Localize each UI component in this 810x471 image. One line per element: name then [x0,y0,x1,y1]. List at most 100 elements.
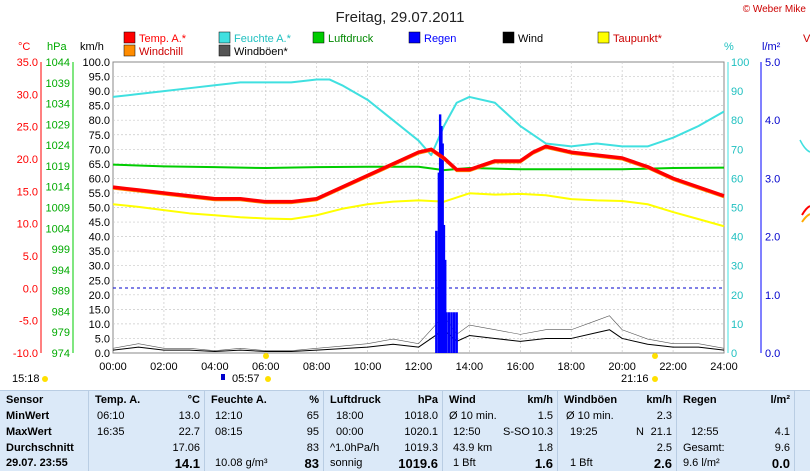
wind-bft: 1 Bft [453,457,476,469]
row-label-current: 29.07. 23:55 [6,457,68,469]
pressure-tick-label: 1034 [46,99,70,111]
legend-swatch-windchill [123,44,136,57]
wind-tick-label: 30.0 [89,261,110,273]
wind-max: 10.3 [531,426,553,438]
temp-tick-label: 30.0 [17,89,38,101]
rain-bar [447,312,451,353]
legend-swatch-gusts [218,44,231,57]
edge-partial-curve-3 [801,213,810,223]
legend-label-humidity: Feuchte A.* [234,33,292,45]
row-label-max: MaxWert [6,426,52,438]
edge-partial-curve [799,139,810,153]
gusts-current: 2.6 [653,456,672,471]
x-tick-label: 12:00 [405,361,433,373]
humidity-tick-label: 60 [731,173,743,185]
gusts-bft: 1 Bft [570,457,593,469]
x-tick-label: 18:00 [557,361,585,373]
temp-min: 13.0 [178,410,200,422]
pressure-min: 1018.0 [404,410,438,422]
rain-total: 9.6 [774,442,790,454]
pressure-current: 1019.6 [398,456,438,471]
rain-axis-unit: l/m² [762,41,781,53]
left-time-label: 15:18 [12,373,40,385]
weather-chart: Freitag, 29.07.2011 © Weber Mike Temp. A… [12,4,810,385]
humidity-tick-label: 50 [731,203,743,215]
rain-bar [455,312,458,353]
legend: Temp. A.* Feuchte A.* Luftdruck Regen Wi… [123,31,663,58]
pressure-tick-label: 1014 [46,182,70,194]
legend-swatch-pressure [312,31,325,44]
legend-swatch-wind [502,31,515,44]
series-line-wind [112,329,725,353]
x-tick-label: 08:00 [303,361,331,373]
wind-tick-label: 85.0 [89,101,110,113]
wind-min: 1.5 [537,410,553,422]
wind-tick-label: 40.0 [89,232,110,244]
pressure-unit: hPa [417,394,438,406]
wind-max-time: 12:50 [453,426,481,438]
series-layer [112,78,725,354]
edge-partial-curve-2 [801,205,810,216]
legend-label-temp: Temp. A.* [139,33,187,45]
humidity-max-time: 08:15 [215,426,243,438]
temp-unit: °C [187,394,200,406]
legend-label-rain: Regen [424,33,456,45]
temp-tick-label: -5.0 [19,316,38,328]
temp-tick-label: 20.0 [17,154,38,166]
pressure-tick-label: 999 [52,244,70,256]
wind-tick-label: 70.0 [89,144,110,156]
humidity-tick-label: 30 [731,261,743,273]
edge-partial-label: V [803,33,810,45]
humidity-tick-label: 0 [731,348,737,360]
rain-max: 4.1 [774,426,790,438]
temp-tick-label: 10.0 [17,219,38,231]
pressure-tick-label: 1004 [46,223,70,235]
rain-tick-label: 1.0 [765,290,780,302]
rain-tick-label: 3.0 [765,173,780,185]
pressure-tick-label: 984 [52,306,70,318]
sunrise-sun-icon [265,376,271,382]
left-sun-icon [42,376,48,382]
wind-tick-label: 95.0 [89,72,110,84]
stats-col-gusts: Windböen km/h Ø 10 min. 2.3 19:25 N 21.1… [558,391,677,471]
rain-max-time: 12:55 [691,426,719,438]
temp-tick-label: -10.0 [13,348,38,360]
temp-current: 14.1 [174,456,200,471]
humidity-tick-label: 90 [731,86,743,98]
x-tick-label: 14:00 [456,361,484,373]
pressure-min-time: 18:00 [336,410,364,422]
rain-tick-label: 5.0 [765,57,780,69]
x-tick-label: 10:00 [354,361,382,373]
row-label-avg: Durchschnitt [6,442,74,454]
wind-tick-label: 5.0 [95,333,110,345]
wind-avg: 1.8 [537,442,553,454]
humidity-tick-label: 20 [731,290,743,302]
pressure-axis-unit: hPa [47,41,67,53]
wind-unit: km/h [527,394,553,406]
pressure-tick-label: 979 [52,327,70,339]
legend-label-windchill: Windchill [139,46,183,58]
sunrise-icon [221,374,225,380]
pressure-tick-label: 1039 [46,78,70,90]
rain-bar [444,259,447,353]
temp-tick-label: 15.0 [17,186,38,198]
stats-col-rain: Regen l/m² 12:55 4.1 Gesamt: 9.6 9.6 l/m… [677,391,795,471]
rain-total-label: Gesamt: [683,442,725,454]
pressure-tick-label: 1009 [46,203,70,215]
wind-tick-label: 100.0 [82,57,110,69]
temp-tick-label: 35.0 [17,57,38,69]
wind-tick-label: 10.0 [89,319,110,331]
humidity-header: Feuchte A. [211,394,267,406]
legend-label-dewpoint: Taupunkt* [613,33,663,45]
pressure-max: 1020.1 [404,426,438,438]
pressure-state: sonnig [330,457,363,469]
gusts-avg: 2.5 [656,442,672,454]
row-label-sensor: Sensor [6,394,44,406]
wind-tick-label: 60.0 [89,173,110,185]
legend-swatch-rain [408,31,421,44]
chart-title: Freitag, 29.07.2011 [336,9,465,26]
rain-today: 9.6 l/m² [683,457,720,469]
rain-bar [452,312,456,353]
pressure-tick-label: 974 [52,348,70,360]
